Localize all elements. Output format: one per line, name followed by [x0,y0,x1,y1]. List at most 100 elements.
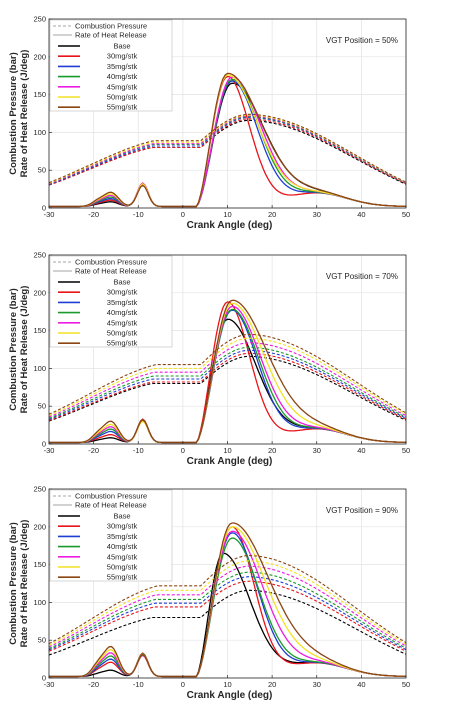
y-tick-label: 250 [33,251,46,260]
pressure-line-Base [48,589,407,656]
pressure-line-30mg/stk [48,352,407,422]
y-tick-label: 200 [33,522,46,531]
legend-style-label: Rate of Heat Release [75,31,147,40]
legend-series-label: 50mg/stk [107,329,138,338]
legend-series-label: Base [113,42,130,51]
y-tick-label: 0 [42,440,46,449]
legend-series-label: 40mg/stk [107,308,138,317]
y-tick-label: 100 [33,128,46,137]
x-tick-label: 0 [181,210,185,219]
legend-style-label: Combustion Pressure [75,492,147,501]
y-tick-label: 150 [33,326,46,335]
y-axis-label-hrr: Rate of Heat Release (J/deg) [19,286,30,414]
legend-series-label: 45mg/stk [107,82,138,91]
y-tick-label: 0 [42,204,46,213]
legend-series-label: 35mg/stk [107,532,138,541]
legend-series-label: Base [113,512,130,521]
x-axis-label: Crank Angle (deg) [187,690,273,701]
hrr-line-55mg/stk [49,522,406,678]
legend-style-label: Combustion Pressure [75,258,147,267]
x-tick-label: 30 [313,210,321,219]
x-tick-label: 0 [181,680,185,689]
pressure-line-Base [48,119,407,186]
x-tick-label: 20 [268,446,276,455]
legend-series-label: 45mg/stk [107,318,138,327]
pressure-line-45mg/stk [48,565,407,648]
x-tick-label: 50 [402,446,410,455]
y-tick-label: 100 [33,598,46,607]
pressure-line-55mg/stk [48,554,407,645]
pressure-line-35mg/stk [48,576,407,651]
legend-series-label: 35mg/stk [107,298,138,307]
vgt-position-annotation: VGT Position = 90% [326,506,398,515]
x-tick-label: -20 [88,680,99,689]
pressure-line-30mg/stk [48,580,407,652]
y-tick-label: 150 [33,90,46,99]
x-tick-label: -10 [133,210,144,219]
legend-series-label: 35mg/stk [107,62,138,71]
pressure-line-40mg/stk [48,346,407,419]
x-tick-label: -30 [44,446,55,455]
pressure-line-50mg/stk [48,560,407,646]
x-tick-label: -30 [44,680,55,689]
pressure-line-55mg/stk [48,113,407,184]
y-tick-label: 50 [38,636,46,645]
pressure-line-50mg/stk [48,337,407,417]
y-tick-label: 250 [33,15,46,24]
x-tick-label: -20 [88,446,99,455]
chart-panel-1: -30 -20 -10 0 10 20 30 40 50 0 50 100 150 200 250 Crank… [8,15,410,232]
x-tick-label: 0 [181,446,185,455]
y-tick-label: 50 [38,166,46,175]
legend-series-label: 30mg/stk [107,522,138,531]
hrr-line-55mg/stk [49,299,406,444]
pressure-line-40mg/stk [48,571,407,650]
chart-panel-2: -30 -20 -10 0 10 20 30 40 50 0 50 100 150 200 250 Crank… [8,251,410,468]
x-tick-label: 30 [313,446,321,455]
legend-series-label: 55mg/stk [107,573,138,582]
x-tick-label: -20 [88,210,99,219]
pressure-line-45mg/stk [48,342,407,418]
hrr-line-55mg/stk [49,72,406,208]
y-tick-label: 200 [33,52,46,61]
y-axis-label-hrr: Rate of Heat Release (J/deg) [19,50,30,178]
x-tick-label: 10 [223,210,231,219]
legend-style-label: Rate of Heat Release [75,267,147,276]
legend-series-label: Base [113,278,130,287]
y-tick-label: 150 [33,560,46,569]
x-tick-label: 20 [268,680,276,689]
chart-panel-3: -30 -20 -10 0 10 20 30 40 50 0 50 100 150 200 250 Crank… [8,485,410,702]
y-tick-label: 250 [33,485,46,494]
legend-style-label: Rate of Heat Release [75,501,147,510]
x-tick-label: 10 [223,680,231,689]
x-tick-label: 40 [357,446,365,455]
y-tick-label: 50 [38,402,46,411]
x-tick-label: 50 [402,210,410,219]
legend-series-label: 50mg/stk [107,563,138,572]
pressure-line-30mg/stk [48,118,407,186]
legend-series-label: 55mg/stk [107,103,138,112]
vgt-position-annotation: VGT Position = 70% [326,272,398,281]
legend-series-label: 45mg/stk [107,552,138,561]
y-tick-label: 100 [33,364,46,373]
y-axis-label-pressure: Combustion Pressure (bar) [8,522,19,644]
legend-series-label: 30mg/stk [107,288,138,297]
x-axis-label: Crank Angle (deg) [187,220,273,231]
x-tick-label: 40 [357,210,365,219]
hrr-line-50mg/stk [49,526,406,678]
pressure-line-55mg/stk [48,333,407,415]
x-axis-label: Crank Angle (deg) [187,456,273,467]
legend-series-label: 55mg/stk [107,339,138,348]
legend-series-label: 30mg/stk [107,52,138,61]
y-axis-label-pressure: Combustion Pressure (bar) [8,52,19,174]
x-tick-label: -10 [133,446,144,455]
x-tick-label: 50 [402,680,410,689]
legend-style-label: Combustion Pressure [75,22,147,31]
legend-series-label: 50mg/stk [107,93,138,102]
y-tick-label: 200 [33,288,46,297]
x-tick-label: -10 [133,680,144,689]
